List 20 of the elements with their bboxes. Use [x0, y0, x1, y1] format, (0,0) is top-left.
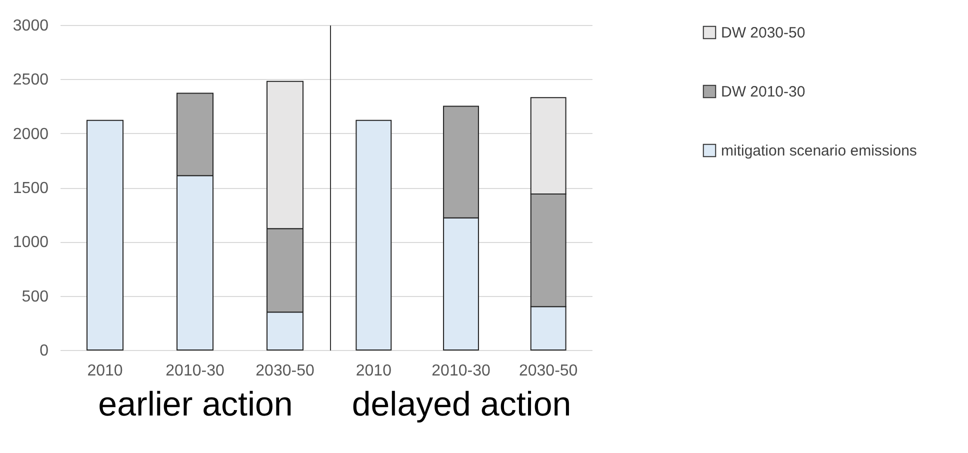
x-axis-title: earlier action	[98, 386, 293, 424]
y-tick-label: 3000	[12, 18, 49, 34]
y-tick-label: 1000	[12, 234, 49, 252]
y-tick-label: 1500	[12, 180, 49, 197]
x-tick-label: 2010	[87, 362, 123, 380]
y-tick-label: 2500	[12, 72, 49, 89]
y-tick-label: 0	[40, 342, 49, 360]
x-axis-title: delayed action	[352, 386, 572, 424]
y-tick-label: 2000	[12, 126, 49, 143]
x-tick-label: 2030-50	[518, 362, 578, 380]
x-tick-label: 2030-50	[256, 362, 314, 380]
x-tick-label: 2010-30	[166, 362, 224, 380]
y-tick-label: 500	[22, 288, 49, 306]
x-tick-label: 2010	[356, 362, 392, 380]
legend-label: DW 2010-30	[721, 84, 806, 100]
legend-label: mitigation scenario emissions	[721, 142, 917, 160]
bar	[356, 120, 392, 350]
bar	[86, 120, 124, 350]
x-tick-label: 2010-30	[432, 362, 490, 380]
legend-label: DW 2030-50	[721, 24, 806, 42]
